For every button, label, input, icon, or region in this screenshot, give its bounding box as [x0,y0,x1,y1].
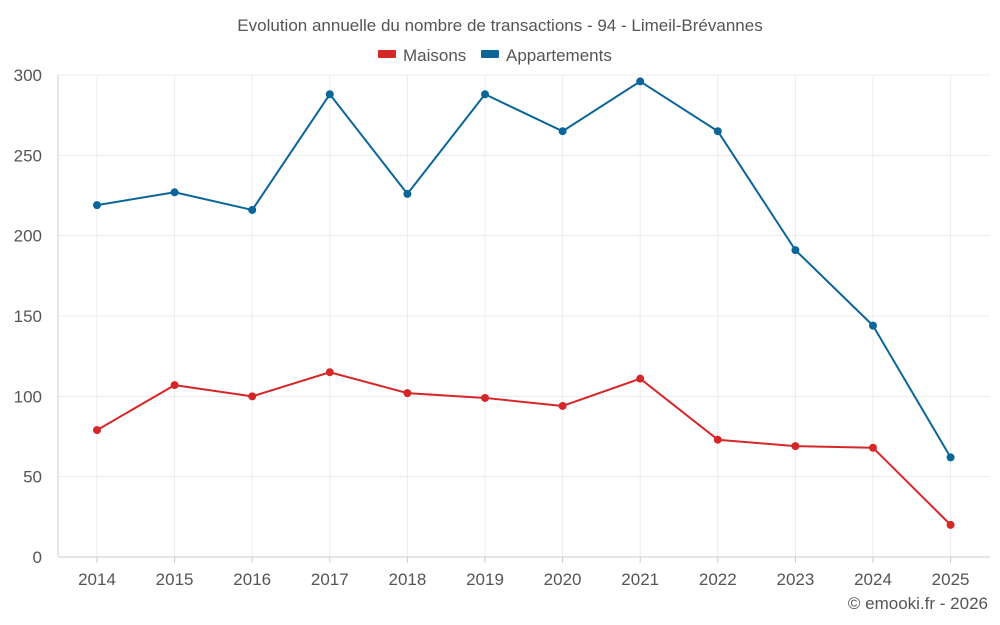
y-tick-label: 200 [14,227,42,246]
data-point-maisons[interactable]: Maisons 2017: 115 [325,368,334,377]
data-point-appartements[interactable]: Appartements 2016: 216 [248,205,257,214]
legend-label-appartements: Appartements [506,46,612,65]
legend-swatch-appartements [481,50,499,58]
series-maisons: Maisons 2014: 79 Maisons 2015: 107 Maisons… [93,368,955,529]
data-point-maisons[interactable]: Maisons 2018: 102 [403,389,412,398]
x-tick-label: 2018 [388,570,426,589]
y-tick-label: 50 [23,468,42,487]
legend-item-appartements[interactable]: Appartements [481,46,612,65]
legend: Maisons Appartements [378,46,612,65]
series-appartements: Appartements 2014: 219 Appartements 2015:… [93,77,955,462]
data-point-maisons[interactable]: Maisons 2022: 73 [713,435,722,444]
x-tick-label: 2024 [854,570,892,589]
x-tick-label: 2021 [621,570,659,589]
data-point-appartements[interactable]: Appartements 2018: 226 [403,189,412,198]
data-point-appartements[interactable]: Appartements 2024: 144 [869,321,877,330]
data-point-appartements[interactable]: Appartements 2025: 62 [946,453,955,462]
x-tick-label: 2016 [233,570,271,589]
y-tick-label: 100 [14,387,42,406]
legend-swatch-maisons [378,50,396,58]
y-tick-label: 300 [14,66,42,85]
data-point-maisons[interactable]: Maisons 2015: 107 [170,381,179,390]
x-tick-label: 2017 [311,570,349,589]
chart-title: Evolution annuelle du nombre de transact… [237,16,762,35]
series-line-appartements [96,80,952,458]
data-point-appartements[interactable]: Appartements 2019: 288 [481,90,489,99]
y-tick-label: 150 [14,307,42,326]
data-point-maisons[interactable]: Maisons 2025: 20 [946,520,955,529]
data-point-appartements[interactable]: Appartements 2017: 288 [325,90,334,99]
x-tick-label: 2020 [544,570,582,589]
series: Maisons 2014: 79 Maisons 2015: 107 Maisons… [93,77,955,529]
data-point-maisons[interactable]: Maisons 2021: 111 [636,374,645,383]
data-point-appartements[interactable]: Appartements 2023: 191 [791,246,800,255]
x-tick-label: 2025 [932,570,970,589]
x-tick-label: 2023 [776,570,814,589]
x-tick-label: 2022 [699,570,737,589]
y-tick-label: 0 [33,548,42,567]
data-point-appartements[interactable]: Appartements 2020: 265 [558,127,567,136]
data-point-maisons[interactable]: Maisons 2024: 68 [869,443,877,452]
legend-item-maisons[interactable]: Maisons [378,46,466,65]
data-point-appartements[interactable]: Appartements 2014: 219 [93,201,101,210]
grid [58,74,990,557]
x-tick-label: 2019 [466,570,504,589]
data-point-maisons[interactable]: Maisons 2023: 69 [791,442,800,451]
x-tick-label: 2014 [78,570,116,589]
data-point-maisons[interactable]: Maisons 2016: 100 [248,392,257,401]
data-point-appartements[interactable]: Appartements 2015: 227 [170,188,179,197]
data-point-appartements[interactable]: Appartements 2021: 296 [636,77,645,86]
data-point-maisons[interactable]: Maisons 2019: 99 [481,393,489,402]
data-point-maisons[interactable]: Maisons 2020: 94 [558,401,567,410]
credit-text: © emooki.fr - 2026 [848,594,988,613]
data-point-appartements[interactable]: Appartements 2022: 265 [713,127,722,136]
axes: 0 50 100 150 200 250 300 2014 2015 2016 2017 2018 20… [14,66,990,589]
x-tick-label: 2015 [156,570,194,589]
y-tick-label: 250 [14,146,42,165]
series-line-maisons [96,371,952,526]
data-point-maisons[interactable]: Maisons 2014: 79 [93,426,101,435]
legend-label-maisons: Maisons [403,46,466,65]
